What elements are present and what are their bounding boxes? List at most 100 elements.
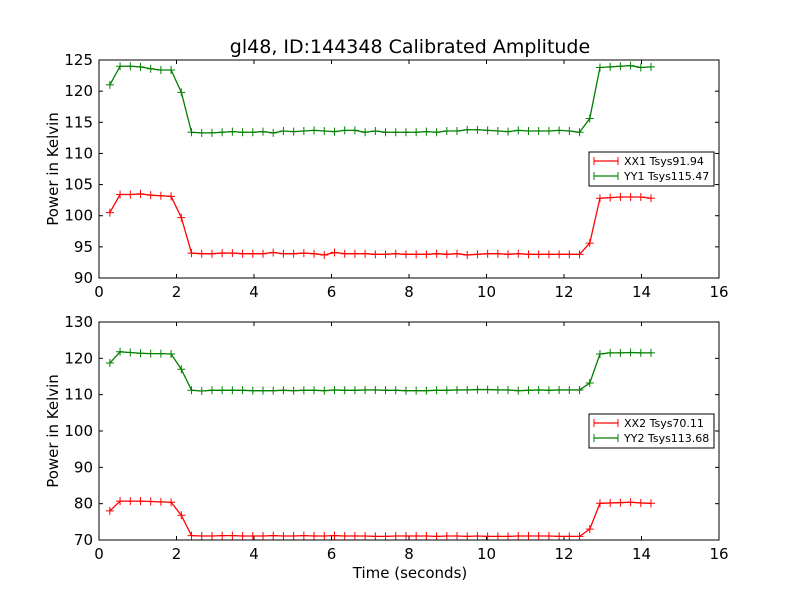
data-point-marker <box>116 190 125 199</box>
data-point-marker <box>320 532 329 541</box>
data-point-marker <box>330 531 339 540</box>
x-tick-label: 10 <box>477 545 496 563</box>
data-point-marker <box>647 348 656 357</box>
data-point-marker <box>269 386 278 395</box>
legend-marker <box>593 419 619 427</box>
data-point-marker <box>514 126 523 135</box>
data-point-marker <box>197 249 206 258</box>
data-point-marker <box>238 128 247 137</box>
data-point-marker <box>126 62 135 71</box>
data-point-marker <box>116 62 125 71</box>
data-point-marker <box>330 248 339 257</box>
x-tick-label: 14 <box>632 283 651 301</box>
data-point-marker <box>320 127 329 136</box>
data-point-marker <box>187 249 196 258</box>
data-point-marker <box>555 126 564 135</box>
data-point-marker <box>269 248 278 257</box>
data-point-marker <box>228 531 237 540</box>
data-point-marker <box>340 386 349 395</box>
data-point-marker <box>269 531 278 540</box>
x-tick-label: 4 <box>249 283 259 301</box>
y-tick-label: 70 <box>74 531 93 549</box>
data-point-marker <box>595 63 604 72</box>
data-point-marker <box>228 127 237 136</box>
data-point-marker <box>279 249 288 258</box>
data-point-marker <box>514 386 523 395</box>
data-point-marker <box>105 208 114 217</box>
data-point-marker <box>116 497 125 506</box>
data-point-marker <box>320 250 329 259</box>
data-point-marker <box>453 385 462 394</box>
x-tick-label: 12 <box>554 545 573 563</box>
axes-frame <box>98 321 720 541</box>
data-point-marker <box>422 386 431 395</box>
legend-marker <box>593 157 619 165</box>
data-point-marker <box>534 385 543 394</box>
data-point-marker <box>248 249 257 258</box>
x-tick-label: 8 <box>404 283 414 301</box>
data-point-marker <box>483 385 492 394</box>
data-point-marker <box>473 385 482 394</box>
data-point-marker <box>565 532 574 541</box>
data-point-marker <box>340 126 349 135</box>
x-tick-label: 6 <box>327 545 337 563</box>
y-tick-label: 110 <box>64 386 93 404</box>
data-point-marker <box>156 65 165 74</box>
data-point-marker <box>350 532 359 541</box>
data-point-marker <box>361 385 370 394</box>
data-point-marker <box>422 532 431 541</box>
data-point-marker <box>544 532 553 541</box>
data-point-marker <box>432 386 441 395</box>
data-point-marker <box>136 497 145 506</box>
data-point-marker <box>156 349 165 358</box>
data-point-marker <box>422 250 431 259</box>
data-point-marker <box>473 532 482 541</box>
data-point-marker <box>136 189 145 198</box>
data-point-marker <box>259 532 268 541</box>
data-point-marker <box>534 250 543 259</box>
data-point-marker <box>432 249 441 258</box>
data-point-marker <box>259 127 268 136</box>
data-point-marker <box>504 250 513 259</box>
data-point-marker <box>126 190 135 199</box>
data-point-marker <box>289 532 298 541</box>
data-point-marker <box>626 193 635 202</box>
data-point-marker <box>105 80 114 89</box>
x-tick-label: 12 <box>554 283 573 301</box>
data-point-marker <box>279 386 288 395</box>
data-point-marker <box>647 194 656 203</box>
data-point-marker <box>453 532 462 541</box>
data-point-marker <box>299 386 308 395</box>
data-point-marker <box>228 249 237 258</box>
legend-box <box>588 151 715 187</box>
x-axis-label: Time (seconds) <box>352 564 468 582</box>
data-point-marker <box>483 532 492 541</box>
data-point-marker <box>248 386 257 395</box>
axes-frame <box>98 59 720 279</box>
chart-title: gl48, ID:144348 Calibrated Amplitude <box>230 36 590 58</box>
data-point-marker <box>534 127 543 136</box>
y-tick-label: 100 <box>64 207 93 225</box>
data-point-marker <box>350 386 359 395</box>
data-point-marker <box>350 126 359 135</box>
data-point-marker <box>248 532 257 541</box>
data-point-marker <box>575 250 584 259</box>
top-plot: 0 2 4 6 8 10 12 14 16 90 95 100 105 110 115 120 125 XX1 T… <box>64 51 728 301</box>
data-point-marker <box>289 386 298 395</box>
data-point-marker <box>636 63 645 72</box>
data-point-marker <box>289 127 298 136</box>
data-point-marker <box>565 127 574 136</box>
data-point-marker <box>187 386 196 395</box>
data-point-marker <box>187 531 196 540</box>
y-tick-label: 120 <box>64 349 93 367</box>
data-point-marker <box>401 386 410 395</box>
data-point-marker <box>626 61 635 70</box>
data-point-marker <box>136 62 145 71</box>
data-point-marker <box>381 386 390 395</box>
data-point-marker <box>463 250 472 259</box>
y-axis-label-top: Power in Kelvin <box>44 112 62 226</box>
data-point-marker <box>585 114 594 123</box>
data-point-marker <box>167 65 176 74</box>
data-point-marker <box>412 250 421 259</box>
data-point-marker <box>105 359 114 368</box>
